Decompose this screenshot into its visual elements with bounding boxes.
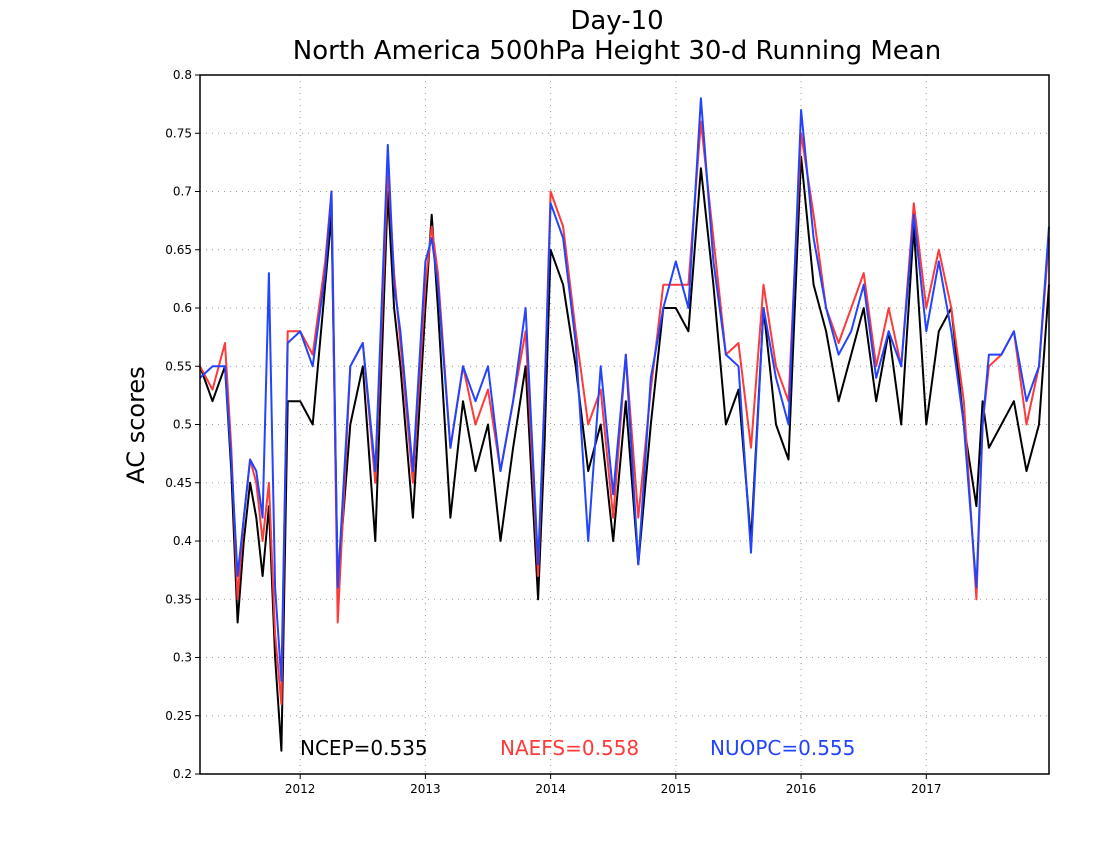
y-axis-label: AC scores — [122, 366, 150, 483]
grid — [200, 75, 1049, 774]
legend-entry: NUOPC=0.555 — [710, 736, 855, 760]
y-tick-label: 0.3 — [173, 651, 192, 665]
x-tick-label: 2014 — [535, 782, 566, 796]
y-tick-label: 0.8 — [173, 68, 192, 82]
x-tick-label: 2013 — [410, 782, 441, 796]
legend: NCEP=0.535 NAEFS=0.558 NUOPC=0.555 — [300, 736, 855, 760]
series-line-nuopc — [199, 97, 1050, 682]
legend-entry: NCEP=0.535 — [300, 736, 428, 760]
x-tick-label: 2012 — [285, 782, 316, 796]
x-tick-label: 2017 — [911, 782, 942, 796]
x-tick-label: 2016 — [786, 782, 817, 796]
series-lines — [199, 97, 1050, 752]
series-line-ncep — [199, 155, 1050, 752]
chart-title: Day-10 — [570, 6, 663, 36]
y-tick-label: 0.75 — [165, 126, 192, 140]
y-tick-label: 0.5 — [173, 418, 192, 432]
y-axis: 0.2 0.25 0.3 0.35 0.4 0.45 0.5 0.55 0.6 0.65 0.7 0.… — [165, 68, 200, 781]
x-tick-label: 2015 — [661, 782, 692, 796]
y-tick-label: 0.65 — [165, 243, 192, 257]
y-tick-label: 0.2 — [173, 767, 192, 781]
y-tick-label: 0.6 — [173, 301, 192, 315]
y-tick-label: 0.25 — [165, 709, 192, 723]
x-axis: 2012 2013 2014 2015 2016 2017 — [285, 774, 942, 796]
y-tick-label: 0.55 — [165, 359, 192, 373]
y-tick-label: 0.4 — [173, 534, 192, 548]
legend-entry: NAEFS=0.558 — [500, 736, 639, 760]
chart-subtitle: North America 500hPa Height 30-d Running… — [293, 36, 941, 66]
y-tick-label: 0.45 — [165, 476, 192, 490]
y-tick-label: 0.35 — [165, 592, 192, 606]
y-tick-label: 0.7 — [173, 185, 192, 199]
